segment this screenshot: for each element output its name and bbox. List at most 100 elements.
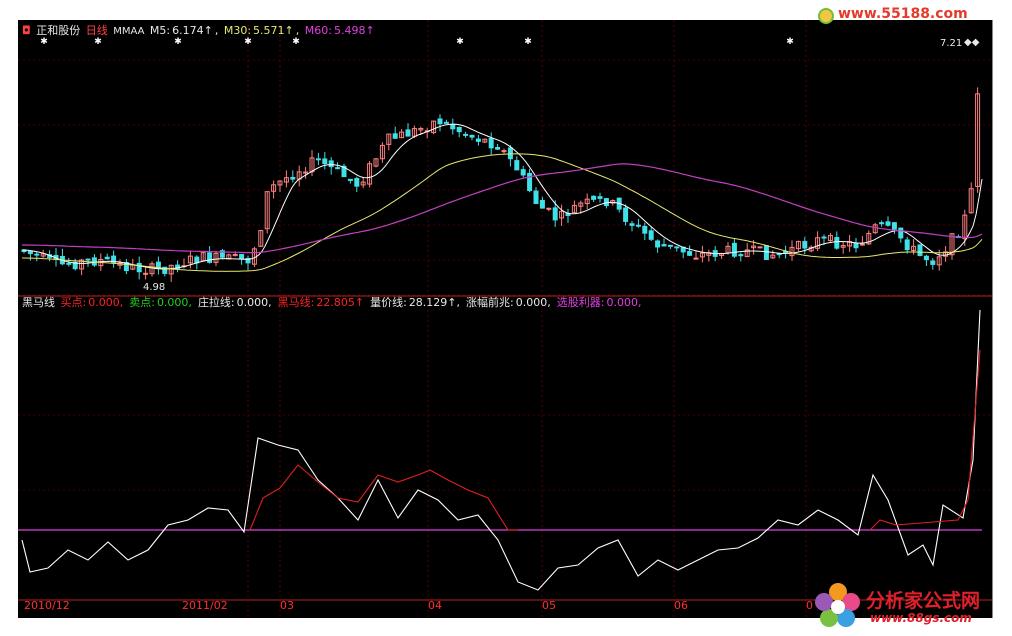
ma60-line <box>22 163 983 254</box>
kline-chart[interactable]: ✱ ✱ ✱ ✱ ✱ ✱ ✱ ✱ ◘ 正和股份 日线 MMAA M5: 6.174↑, M30: 5… <box>18 20 993 618</box>
candlestick <box>571 204 577 214</box>
high-price-marker: ◆◆ <box>964 37 980 48</box>
candlestick <box>175 264 181 270</box>
candlestick <box>623 207 629 222</box>
event-marker-icon: ✱ <box>40 37 48 47</box>
candlestick <box>290 176 296 180</box>
watermark-site-name: 分析家公式网 <box>866 590 981 612</box>
candlestick <box>898 227 904 239</box>
ma5-value: 6.174↑ <box>172 24 213 37</box>
candlestick <box>341 165 347 178</box>
candlestick <box>373 158 379 167</box>
event-marker-icon: ✱ <box>456 37 464 47</box>
candlestick <box>360 181 366 186</box>
candlestick <box>738 254 744 257</box>
candlestick <box>687 250 693 256</box>
candlestick <box>578 202 584 207</box>
date-axis-label: 2011/02 <box>182 599 228 612</box>
candlestick <box>488 137 494 149</box>
candlestick <box>264 191 270 230</box>
candlestick <box>904 239 910 251</box>
candlestick <box>552 207 558 221</box>
candlestick <box>642 225 648 234</box>
candlestick <box>661 244 667 247</box>
date-axis-label: 04 <box>428 599 442 612</box>
candlestick <box>827 235 833 241</box>
event-marker-icon: ✱ <box>292 37 300 47</box>
candlestick <box>923 255 929 261</box>
candlestick <box>840 245 846 248</box>
volume-price-line <box>21 309 981 591</box>
indicator-title[interactable]: 黑马线 <box>22 296 55 309</box>
candlestick <box>104 256 110 260</box>
candlestick <box>891 222 897 230</box>
candlestick <box>853 243 859 249</box>
candlestick <box>629 223 635 226</box>
candlestick <box>347 178 353 181</box>
candlestick <box>655 240 661 248</box>
candlestick <box>143 272 149 275</box>
candlestick <box>744 249 750 258</box>
candlestick <box>911 245 917 251</box>
candlestick <box>79 259 85 270</box>
candlestick <box>802 241 808 249</box>
site-logo-icon <box>818 8 834 24</box>
candlestick <box>450 124 456 130</box>
candlestick <box>591 195 597 200</box>
event-marker-icon: ✱ <box>244 37 252 47</box>
candlestick <box>879 222 885 225</box>
candlestick <box>431 120 437 134</box>
candlestick <box>962 214 968 240</box>
event-marker-icon: ✱ <box>94 37 102 47</box>
candlestick <box>859 243 865 246</box>
candlestick <box>693 257 699 260</box>
candlestick <box>335 167 341 170</box>
candlestick <box>66 262 72 265</box>
candlestick <box>751 245 757 249</box>
candlestick <box>379 144 385 160</box>
candlestick <box>501 150 507 153</box>
candlestick <box>584 198 590 205</box>
period-label[interactable]: 日线 <box>85 24 108 37</box>
candlestick <box>219 250 225 258</box>
ma5-label: M5: <box>149 24 171 37</box>
event-marker-icon: ✱ <box>524 37 532 47</box>
stock-name[interactable]: 正和股份 <box>36 24 81 37</box>
main-chart-header: ◘ 正和股份 日线 MMAA M5: 6.174↑, M30: 5.571↑, M6… <box>22 24 375 37</box>
candlestick <box>763 245 769 261</box>
candlestick <box>271 184 277 192</box>
candlestick <box>399 131 405 139</box>
candlestick <box>789 246 795 257</box>
candlestick <box>123 262 129 272</box>
candlestick <box>507 147 513 160</box>
candlestick <box>936 256 942 266</box>
candlestick <box>527 172 533 192</box>
candlestick <box>277 180 283 186</box>
candlestick <box>213 252 219 263</box>
indicator-item-value: 0.000, <box>515 296 551 309</box>
indicator-item-value: 28.129↑, <box>408 296 461 309</box>
date-axis-label: 06 <box>674 599 688 612</box>
candlestick <box>482 138 488 143</box>
indicator-item-label: 卖点: <box>129 296 155 309</box>
chart-canvas[interactable]: ✱ ✱ ✱ ✱ ✱ ✱ ✱ ✱ <box>18 20 992 618</box>
candlestick <box>283 177 289 183</box>
indicator-header: 黑马线 买点: 0.000, 卖点: 0.000, 庄拉线: 0.000, 黑马线: 22.8… <box>22 296 649 310</box>
date-axis-label: 2010/12 <box>24 599 70 612</box>
candlestick <box>885 221 891 226</box>
candlestick <box>187 255 193 264</box>
ma60-value: 5.498↑ <box>333 24 375 37</box>
candlestick <box>91 257 97 266</box>
event-marker-icon: ✱ <box>174 37 182 47</box>
indicator-item-label: 选股利器: <box>556 296 605 309</box>
candlestick <box>917 244 923 256</box>
candlestick <box>847 240 853 247</box>
candlestick <box>443 121 449 124</box>
candlestick <box>303 171 309 174</box>
candlestick <box>757 246 763 249</box>
candlestick <box>328 160 334 168</box>
candlestick <box>821 236 827 239</box>
candlestick <box>136 262 142 273</box>
candlestick <box>520 169 526 176</box>
candlestick <box>648 230 654 240</box>
